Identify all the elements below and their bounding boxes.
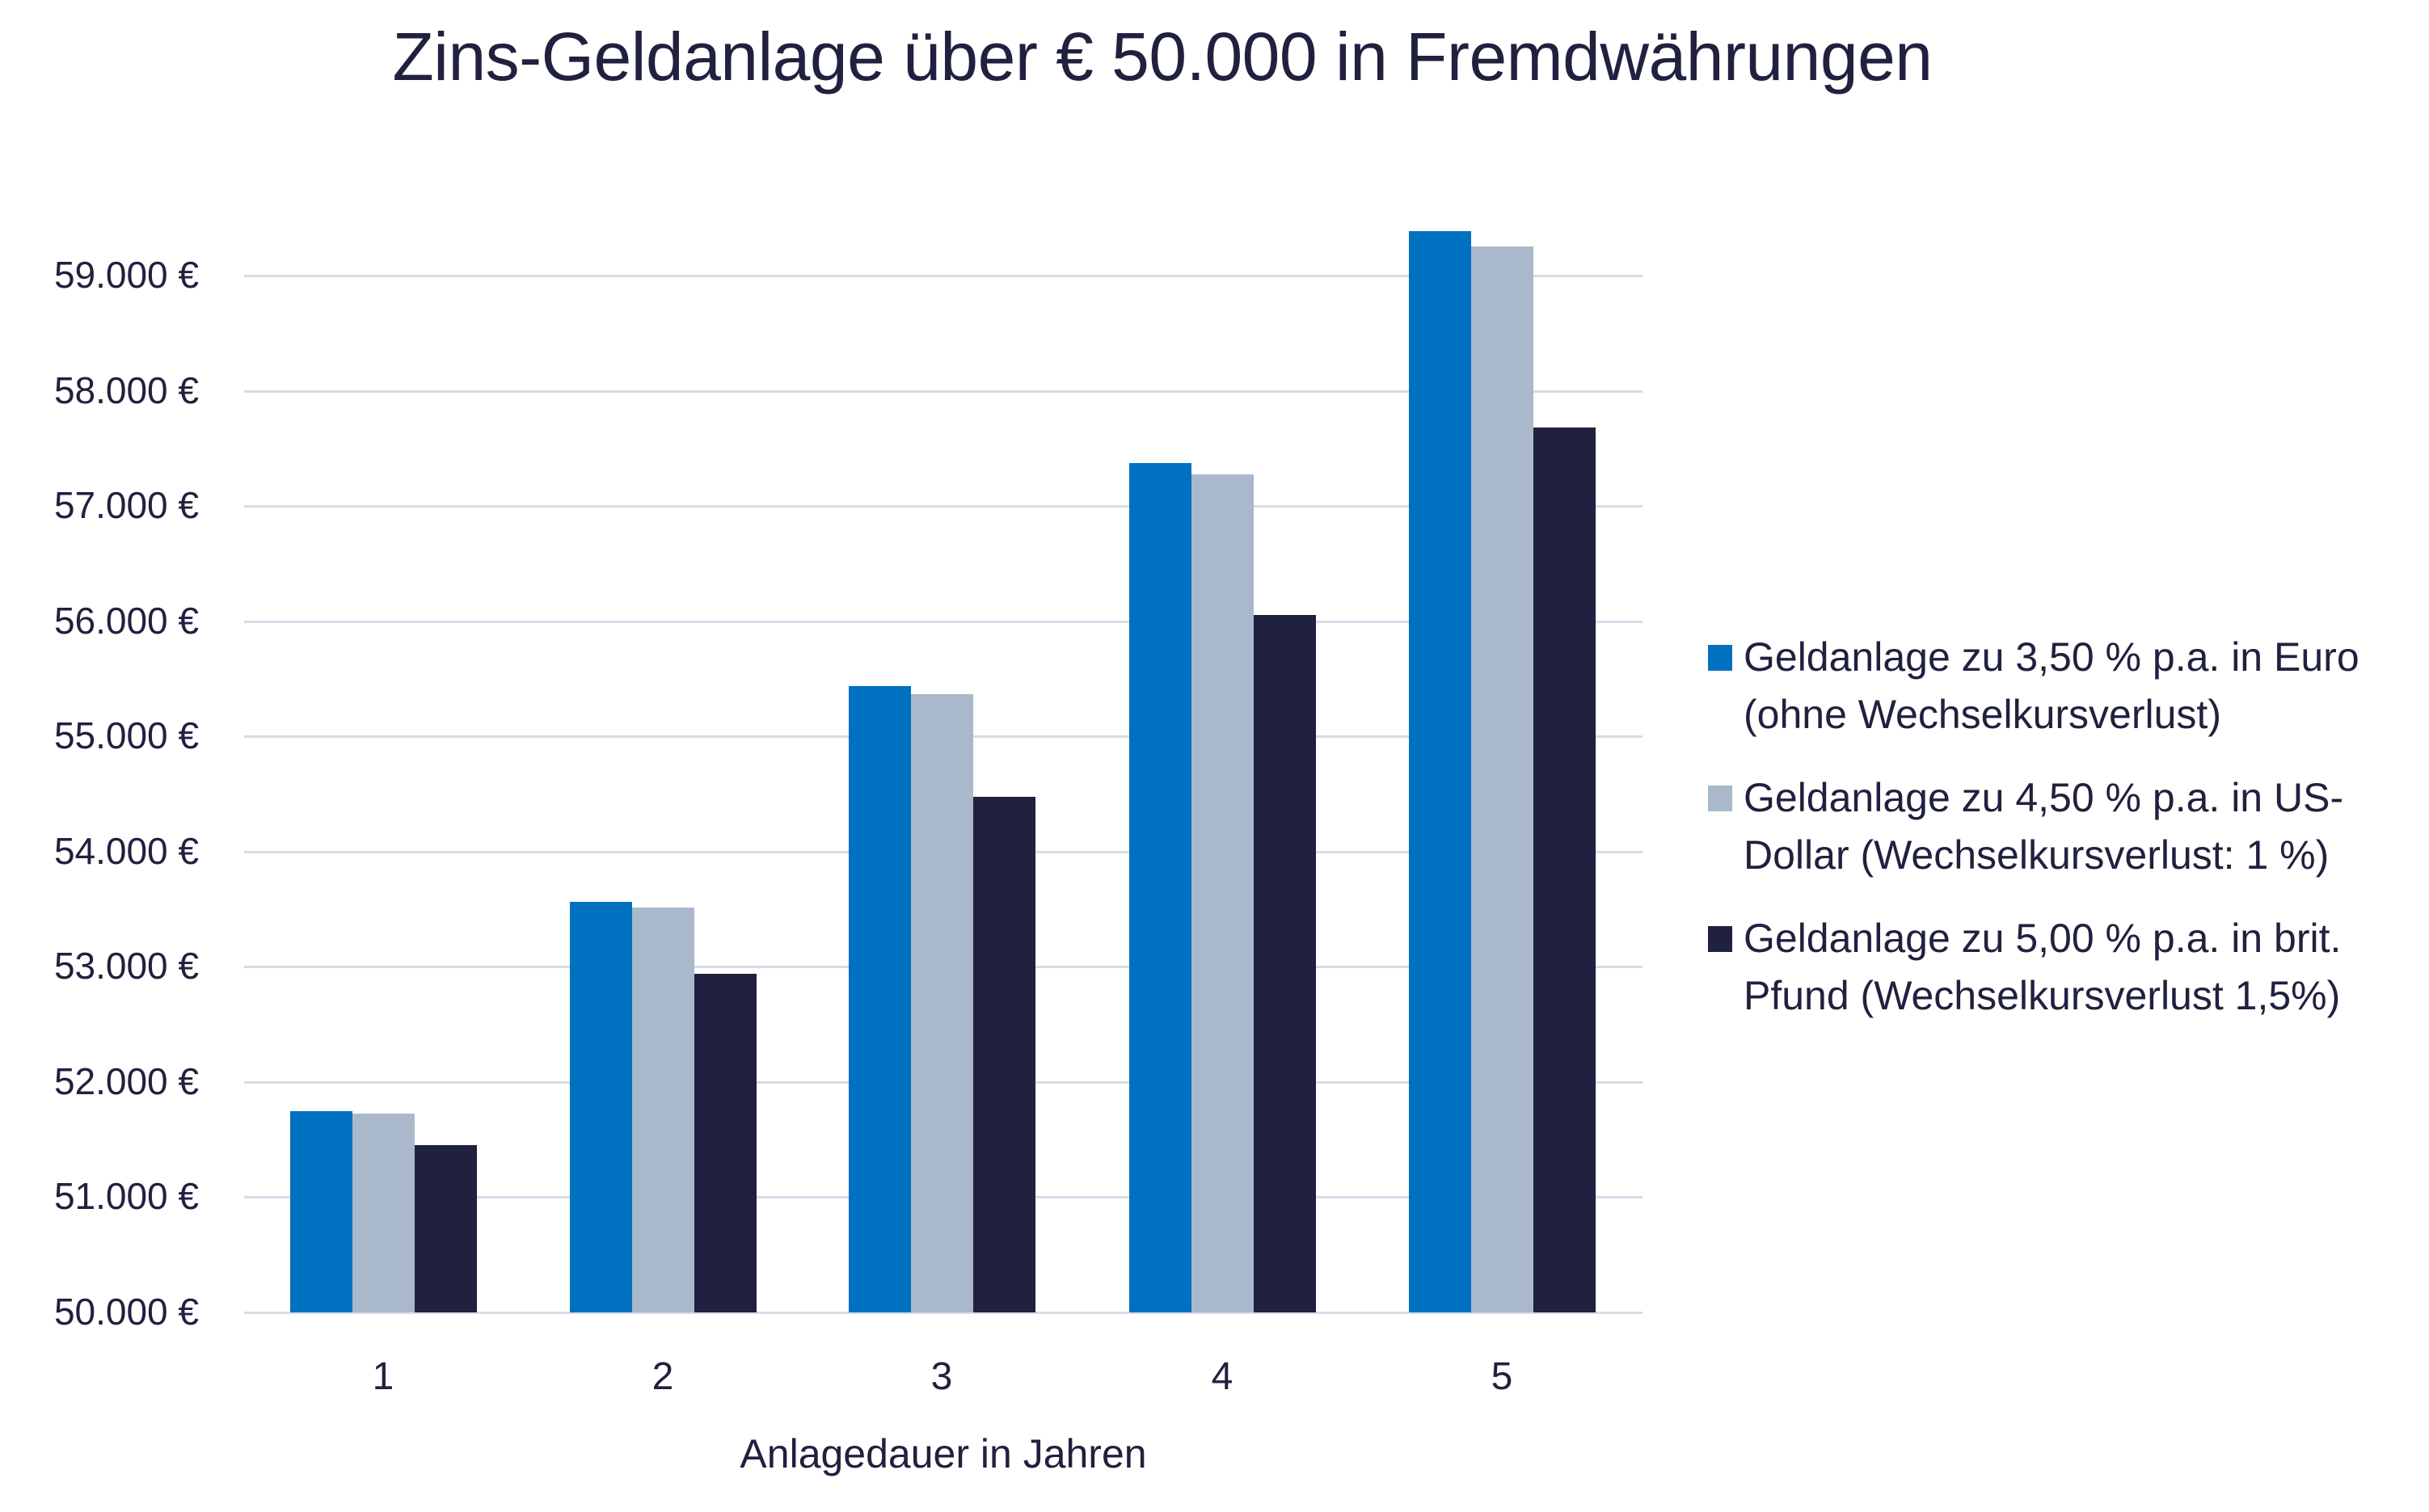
legend-item: Geldanlage zu 3,50 % p.a. in Euro (ohne … [1708,629,2419,743]
x-tick-label: 1 [372,1355,394,1398]
legend-swatch-icon [1708,926,1732,952]
legend: Geldanlage zu 3,50 % p.a. in Euro (ohne … [1708,629,2419,1051]
gridline [244,275,1643,277]
bar [289,1110,352,1312]
bar [414,1145,477,1312]
chart-title: Zins-Geldanlage über € 50.000 in Fremdwä… [392,19,1933,95]
x-axis-title: Anlagedauer in Jahren [740,1431,1147,1476]
y-tick-label: 53.000 € [53,945,199,988]
legend-item: Geldanlage zu 4,50 % p.a. in US-Dollar (… [1708,769,2419,884]
legend-label: Geldanlage zu 3,50 % p.a. in Euro (ohne … [1744,634,2359,737]
gridline [244,1312,1643,1314]
legend-label: Geldanlage zu 5,00 % p.a. in brit. Pfund… [1744,916,2342,1018]
bar [1128,462,1191,1312]
bar [1253,614,1316,1312]
x-tick-label: 3 [930,1355,953,1398]
bar [1470,246,1533,1312]
y-tick-label: 51.000 € [53,1175,199,1218]
legend-swatch-icon [1708,785,1732,811]
legend-item: Geldanlage zu 5,00 % p.a. in brit. Pfund… [1708,910,2419,1025]
bar [1408,231,1471,1312]
bar [1191,474,1254,1312]
bar [352,1113,415,1312]
bar [848,686,911,1312]
y-tick-label: 50.000 € [53,1291,199,1333]
bar [910,694,973,1312]
bar [972,796,1035,1312]
x-tick-label: 2 [652,1355,674,1398]
bar [569,902,632,1312]
y-tick-label: 59.000 € [53,254,199,296]
legend-swatch-icon [1708,645,1732,671]
bar [694,973,757,1312]
x-tick-label: 4 [1211,1355,1233,1398]
gridline [244,505,1643,508]
y-tick-label: 56.000 € [53,599,199,642]
gridline [244,620,1643,623]
bar [631,907,694,1312]
plot-area [244,231,1643,1314]
y-tick-label: 52.000 € [53,1059,199,1102]
gridline [244,390,1643,393]
y-tick-label: 54.000 € [53,829,199,872]
legend-label: Geldanlage zu 4,50 % p.a. in US-Dollar (… [1744,775,2344,878]
y-tick-label: 55.000 € [53,714,199,757]
y-tick-label: 58.000 € [53,369,199,411]
x-tick-label: 5 [1491,1355,1513,1398]
y-tick-label: 57.000 € [53,484,199,527]
bar [1533,427,1596,1312]
